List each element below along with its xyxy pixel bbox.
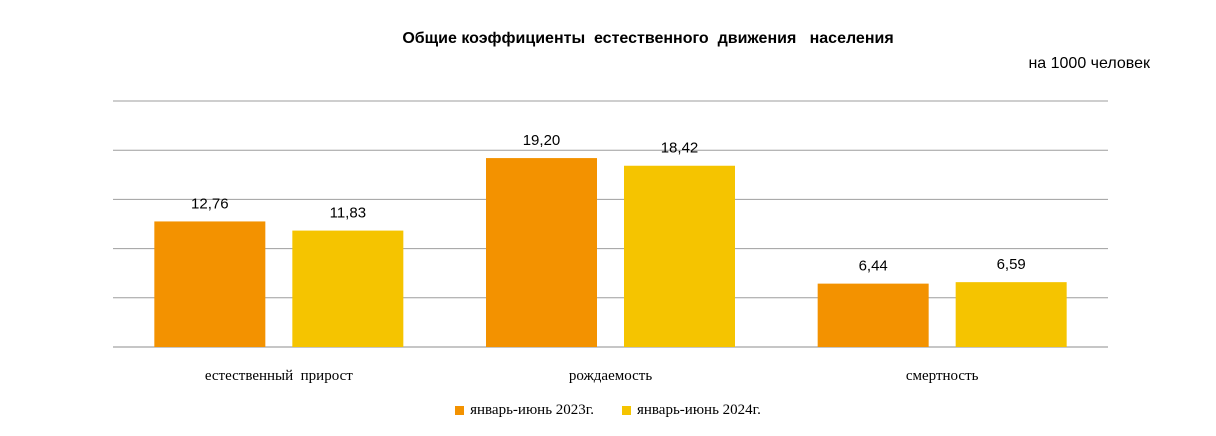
chart-title: Общие коэффициенты естественного движени… (402, 30, 894, 47)
data-label-2-0: 6,44 (859, 258, 888, 275)
bar-1-1 (624, 165, 735, 347)
category-label-2: смертность (906, 368, 979, 384)
legend-label-2024: январь-июнь 2024г. (637, 402, 761, 418)
bar-1-0 (486, 158, 597, 347)
data-label-0-0: 12,76 (191, 195, 229, 212)
legend-swatch-2023 (455, 406, 465, 415)
legend-label-2023: январь-июнь 2023г. (470, 402, 594, 418)
legend-item-2024: январь-июнь 2024г. (622, 402, 761, 419)
category-label-1: рождаемость (569, 368, 653, 384)
bar-chart: 12,76 11,83 естественный прирост 19,20 18,42… (113, 100, 1108, 384)
legend: январь-июнь 2023г. январь-июнь 2024г. (0, 402, 1216, 419)
bar-0-1 (292, 230, 404, 347)
legend-item-2023: январь-июнь 2023г. (455, 402, 594, 419)
bar-2-1 (955, 282, 1067, 347)
data-label-1-1: 18,42 (661, 140, 699, 157)
legend-swatch-2024 (622, 406, 631, 415)
data-label-0-1: 11,83 (330, 205, 366, 222)
category-label-0: естественный прирост (205, 368, 353, 384)
bar-0-0 (154, 221, 266, 347)
data-label-1-0: 19,20 (523, 132, 561, 149)
unit-label: на 1000 человек (1028, 55, 1150, 72)
data-label-2-1: 6,59 (997, 256, 1026, 273)
bar-2-0 (817, 283, 929, 347)
